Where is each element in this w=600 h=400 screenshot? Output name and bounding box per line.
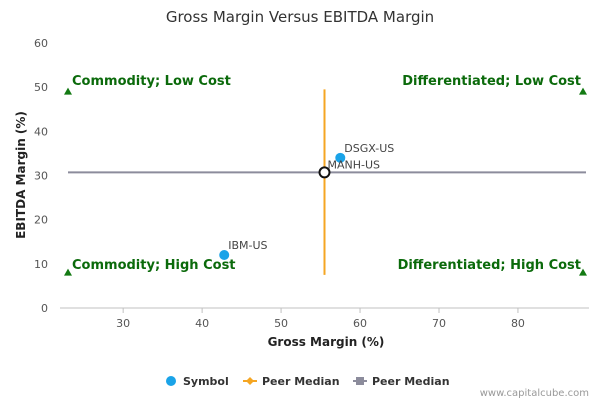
data-point [335,152,346,163]
x-tick-label: 30 [116,317,130,330]
legend-symbol-icon [166,376,176,386]
x-tick-label: 80 [511,317,525,330]
y-tick-label: 20 [34,214,48,227]
quadrant-label-top-left: Commodity; Low Cost [72,74,231,89]
data-point-label: IBM-US [228,239,267,252]
legend-label: Peer Median [372,375,450,388]
y-tick-label: 0 [41,302,48,315]
credit-text: www.capitalcube.com [480,388,589,399]
data-point [318,166,331,179]
quadrant-marker-bottom-right [579,268,587,276]
x-tick-label: 70 [432,317,446,330]
data-points: DSGX-US MANH-US IBM-US [219,142,394,260]
y-axis-ticks: 0 10 20 30 40 50 60 [34,37,48,315]
y-tick-label: 30 [34,170,48,183]
y-tick-label: 50 [34,81,48,94]
legend-label: Symbol [183,375,229,388]
quadrant-marker-top-right [579,87,587,95]
x-tick-label: 40 [195,317,209,330]
x-tick-label: 50 [274,317,288,330]
y-tick-label: 10 [34,258,48,271]
quadrant-label-bottom-right: Differentiated; High Cost [398,258,581,273]
quadrant-marker-bottom-left [64,268,72,276]
peer-median-lines [68,89,586,275]
x-axis-ticks: 30 40 50 60 70 80 [116,308,525,330]
y-tick-label: 40 [34,125,48,138]
data-point-label: DSGX-US [344,142,394,155]
legend-label: Peer Median [262,375,340,388]
legend: Symbol Peer Median Peer Median [166,375,450,388]
x-axis-title: Gross Margin (%) [268,335,385,349]
quadrant-labels: Commodity; Low Cost Differentiated; Low C… [64,74,587,276]
y-axis-title: EBITDA Margin (%) [14,111,28,239]
x-tick-label: 60 [353,317,367,330]
chart-title: Gross Margin Versus EBITDA Margin [166,8,434,26]
quadrant-label-top-right: Differentiated; Low Cost [402,74,581,89]
quadrant-marker-top-left [64,87,72,95]
data-point-label: MANH-US [328,158,381,171]
legend-square-icon [356,377,364,385]
y-tick-label: 60 [34,37,48,50]
data-point [219,250,230,260]
legend-diamond-icon [246,377,254,385]
quadrant-label-bottom-left: Commodity; High Cost [72,258,236,273]
